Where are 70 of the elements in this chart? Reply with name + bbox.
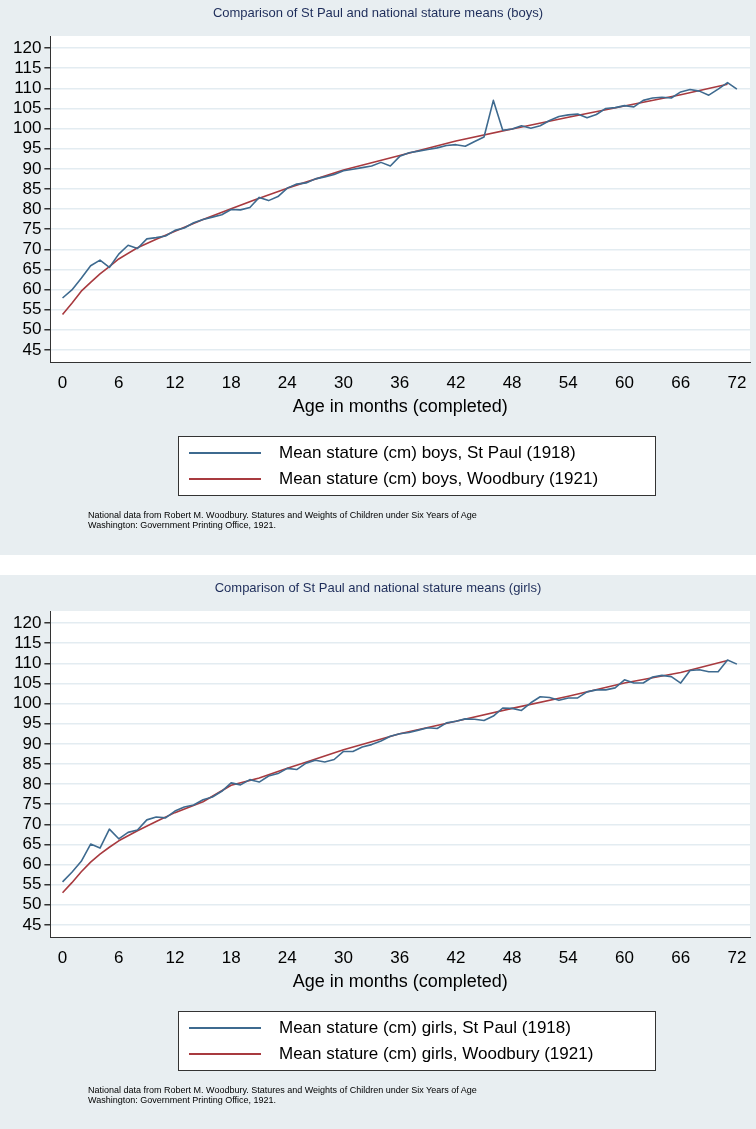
x-tick-label: 6: [114, 372, 124, 392]
chart-title: Comparison of St Paul and national stature means (girls): [213, 580, 543, 595]
y-tick-label: 70: [22, 239, 42, 258]
x-tick-label: 30: [334, 372, 353, 392]
y-tick-label: 115: [14, 57, 42, 77]
y-tick-label: 90: [22, 733, 42, 753]
x-tick-label: 30: [334, 947, 353, 967]
y-tick-label: 85: [22, 178, 42, 198]
x-tick-label: 36: [390, 947, 410, 967]
x-tick-label: 0: [57, 372, 68, 392]
x-tick-label: 54: [558, 372, 578, 392]
x-tick-label: 54: [558, 947, 578, 967]
x-tick-label: 42: [446, 372, 466, 392]
x-tick-label: 72: [727, 947, 747, 967]
y-tick-label: 100: [12, 118, 42, 138]
y-tick-label: 80: [22, 198, 42, 218]
y-tick-label: 65: [22, 259, 42, 279]
legend-label: Mean stature (cm) girls, Woodbury (1921): [279, 1044, 594, 1064]
y-tick-label: 55: [22, 874, 42, 894]
y-tick-label: 105: [12, 673, 42, 693]
x-tick-label: 72: [727, 372, 747, 392]
legend-label: Mean stature (cm) girls, St Paul (1918): [279, 1018, 571, 1038]
y-tick-label: 95: [22, 138, 42, 158]
x-tick-label: 0: [57, 947, 68, 967]
y-tick-label: 90: [22, 158, 42, 178]
x-axis-title: Age in months (completed): [292, 971, 508, 992]
chart-title: Comparison of St Paul and national stature means (boys): [211, 5, 545, 20]
y-tick-label: 55: [22, 299, 42, 319]
x-tick-label: 12: [165, 372, 185, 392]
y-tick-label: 70: [22, 814, 42, 833]
y-tick-label: 115: [14, 632, 42, 652]
text: Washington: Government Printing Office, 1921.: [88, 1095, 278, 1105]
y-tick-label: 100: [12, 693, 42, 713]
y-tick-label: 120: [12, 37, 42, 57]
x-tick-label: 12: [165, 947, 185, 967]
x-tick-label: 36: [390, 372, 410, 392]
x-tick-label: 48: [502, 372, 522, 392]
legend-label: Mean stature (cm) boys, St Paul (1918): [279, 443, 576, 463]
y-tick-label: 110: [14, 78, 42, 98]
y-tick-label: 110: [14, 653, 42, 673]
y-tick-label: 105: [12, 98, 42, 118]
y-tick-label: 95: [22, 713, 42, 733]
y-tick-label: 50: [22, 319, 42, 339]
text: Washington: Government Printing Office, 1921.: [88, 520, 278, 530]
x-tick-label: 42: [446, 947, 466, 967]
x-axis-title: Age in months (completed): [292, 396, 508, 417]
text: National data from Robert M. Woodbury. Statures and Weights of Children under Six Years of Age: [88, 1085, 477, 1095]
y-tick-label: 50: [22, 894, 42, 914]
y-tick-label: 45: [22, 914, 42, 934]
x-tick-label: 60: [615, 372, 634, 392]
y-tick-label: 75: [22, 793, 42, 813]
y-tick-label: 85: [22, 753, 42, 773]
legend-label: Mean stature (cm) boys, Woodbury (1921): [279, 469, 599, 489]
y-tick-label: 60: [22, 279, 42, 299]
text: National data from Robert M. Woodbury. Statures and Weights of Children under Six Years of Age: [88, 510, 477, 520]
x-tick-label: 66: [671, 372, 691, 392]
x-tick-label: 66: [671, 947, 691, 967]
y-tick-label: 80: [22, 773, 42, 793]
x-tick-label: 24: [277, 372, 297, 392]
x-tick-label: 48: [502, 947, 522, 967]
y-tick-label: 75: [22, 218, 42, 238]
x-tick-label: 24: [277, 947, 297, 967]
x-tick-label: 18: [221, 947, 241, 967]
x-tick-label: 60: [615, 947, 634, 967]
y-tick-label: 45: [22, 339, 42, 359]
y-tick-label: 120: [12, 612, 42, 632]
x-tick-label: 18: [221, 372, 241, 392]
x-tick-label: 6: [114, 947, 124, 967]
y-tick-label: 60: [22, 854, 42, 874]
y-tick-label: 65: [22, 834, 42, 854]
